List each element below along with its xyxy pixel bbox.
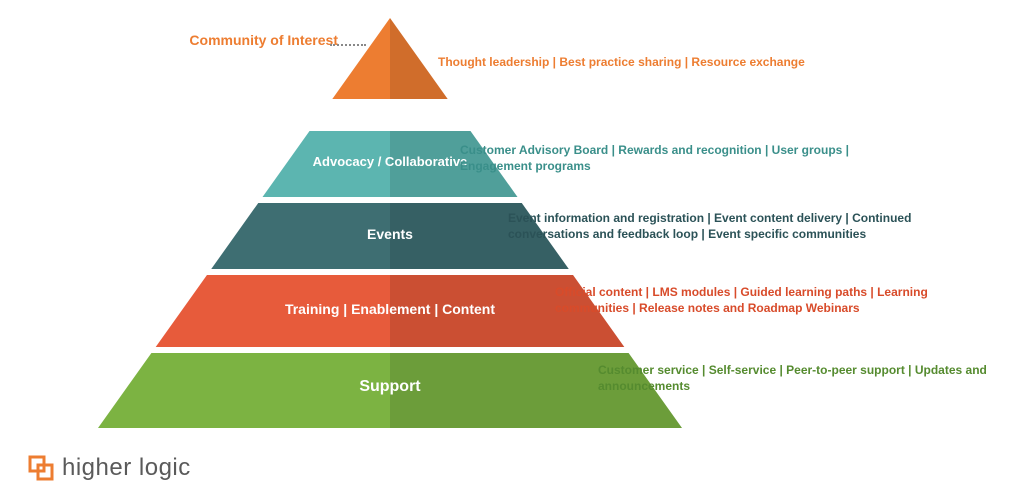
layer-desc-advocacy: Customer Advisory Board | Rewards and re… — [460, 142, 880, 174]
layer-desc-community-of-interest: Thought leadership | Best practice shari… — [438, 54, 805, 70]
pyramid-svg — [0, 0, 1024, 500]
layer-desc-support: Customer service | Self-service | Peer-t… — [598, 362, 1018, 394]
higher-logic-icon — [28, 455, 54, 481]
layer-label-support: Support — [132, 377, 648, 396]
pyramid-diagram: Community of Interest Support Training | … — [0, 0, 1024, 500]
layer-label-advocacy: Advocacy / Collaborative — [292, 154, 488, 170]
brand-logo: higher logic — [28, 454, 191, 482]
layer-label-events: Events — [241, 226, 540, 243]
layer-label-training: Training | Enablement | Content — [187, 301, 592, 318]
layer-desc-events: Event information and registration | Eve… — [508, 210, 928, 242]
brand-name: higher logic — [62, 454, 191, 482]
apex-dotted-connector — [330, 44, 366, 46]
layer-desc-training: Official content | LMS modules | Guided … — [555, 284, 975, 316]
apex-label: Community of Interest — [188, 32, 338, 49]
